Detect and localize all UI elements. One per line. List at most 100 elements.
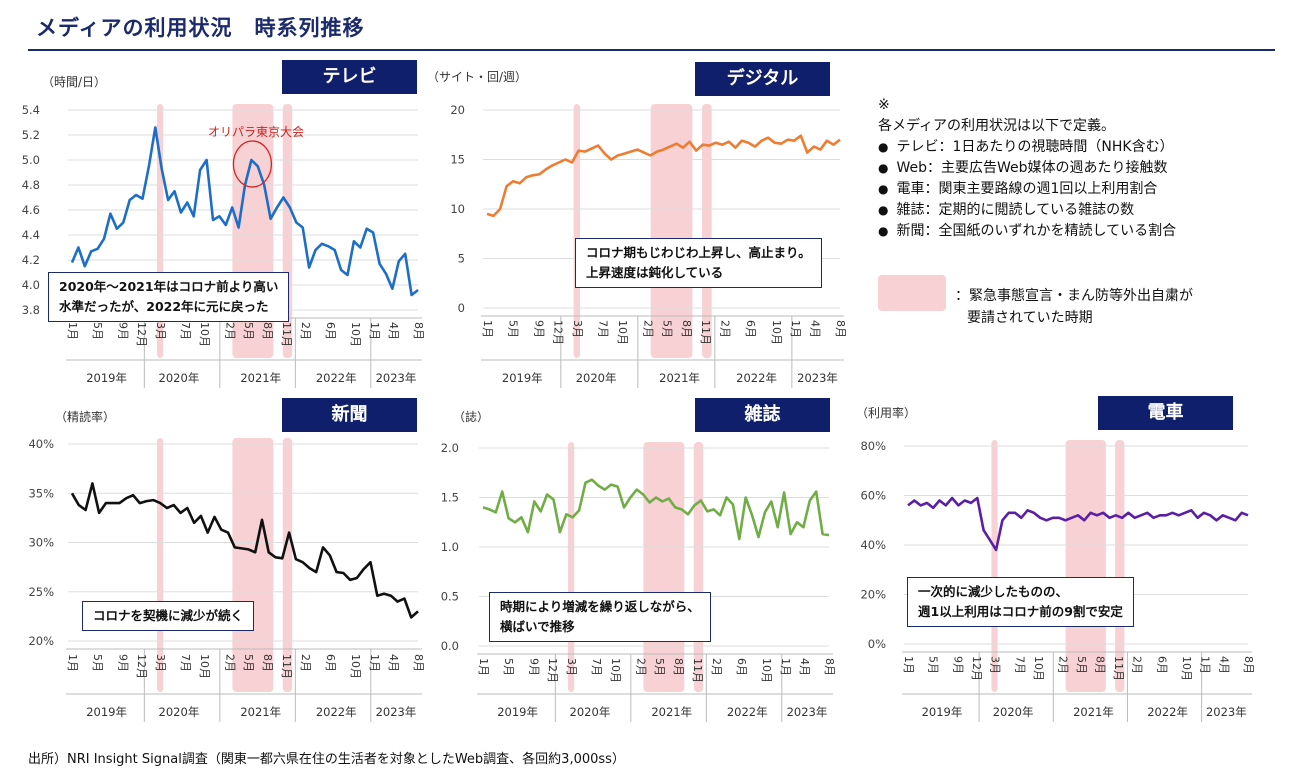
newspaper-year-label: 2021年 bbox=[240, 705, 281, 719]
magazine-x-tick-label: 5月 bbox=[653, 658, 666, 676]
train-x-tick-label: 5月 bbox=[1075, 656, 1088, 674]
tv-x-tick-label: 4月 bbox=[387, 322, 400, 340]
digital-x-tick-label: 11月 bbox=[699, 320, 712, 345]
tv-unit-label: （時間/日） bbox=[42, 75, 107, 89]
train-x-tick-label: 6月 bbox=[1155, 656, 1168, 674]
newspaper-x-tick-label: 10月 bbox=[349, 654, 362, 679]
newspaper-series-line bbox=[70, 482, 419, 619]
tv-y-tick-label: 4.4 bbox=[22, 228, 40, 242]
newspaper-x-tick-label: 3月 bbox=[154, 654, 167, 672]
train-year-label: 2019年 bbox=[922, 705, 963, 719]
magazine-x-tick-label: 7月 bbox=[590, 658, 603, 676]
tv-year-label: 2021年 bbox=[240, 371, 281, 385]
tv-x-tick-label: 2月 bbox=[299, 322, 312, 340]
tv-y-tick-label: 5.2 bbox=[22, 128, 40, 142]
digital-chart: 0 5 10 15 20 1月 5月 9月 12月 3月 7月 10月 2月 5月 8月 11月 2月 6月 10月… bbox=[450, 103, 847, 388]
digital-note-line-2: 上昇速度は鈍化している bbox=[586, 265, 724, 280]
legend-item: 雑誌：定期的に閲読している雑誌の数 bbox=[878, 200, 1176, 221]
tv-title-badge: テレビ bbox=[282, 60, 417, 94]
newspaper-x-tick-label: 8月 bbox=[412, 654, 425, 672]
digital-year-label: 2021年 bbox=[659, 371, 700, 385]
magazine-year-label: 2022年 bbox=[727, 705, 768, 719]
newspaper-year-label: 2019年 bbox=[86, 705, 127, 719]
train-x-tick-label: 2月 bbox=[1057, 656, 1070, 674]
magazine-title-badge: 雑誌 bbox=[695, 398, 830, 432]
tv-x-tick-label: 8月 bbox=[412, 322, 425, 340]
digital-year-label: 2019年 bbox=[502, 371, 543, 385]
newspaper-year-label: 2023年 bbox=[376, 705, 417, 719]
newspaper-emergency-band bbox=[282, 438, 293, 692]
train-title-badge: 電車 bbox=[1098, 396, 1233, 430]
magazine-chart-panel: （誌） 雑誌 0.0 0.5 1.0 1.5 2.0 1月 5月 9月 12月 3月 7月 10月 2月… bbox=[425, 396, 855, 736]
train-emergency-band bbox=[991, 440, 998, 692]
magazine-x-tick-label: 9月 bbox=[527, 658, 540, 676]
digital-y-tick-label: 5 bbox=[458, 252, 465, 266]
emergency-period-legend: ：緊急事態宣言・まん防等外出自粛が 要請されていた時期 bbox=[955, 285, 1193, 329]
tv-year-label: 2020年 bbox=[159, 371, 200, 385]
newspaper-chart: 20% 25% 30% 35% 40% 1月 5月 9月 12月 3月 7月 10月 2月 5月 8月 11月… bbox=[28, 437, 425, 722]
digital-y-tick-label: 10 bbox=[450, 202, 465, 216]
legend-symbol: ※ bbox=[878, 97, 890, 113]
digital-x-tick-label: 5月 bbox=[507, 320, 520, 338]
digital-title-badge: デジタル bbox=[695, 62, 830, 96]
train-y-tick-label: 60% bbox=[860, 489, 886, 503]
tv-y-tick-label: 4.6 bbox=[22, 203, 40, 217]
digital-year-label: 2023年 bbox=[797, 371, 838, 385]
legend-item: Web：主要広告Web媒体の週あたり接触数 bbox=[878, 158, 1176, 179]
train-x-tick-label: 5月 bbox=[927, 656, 940, 674]
magazine-x-tick-label: 8月 bbox=[672, 658, 685, 676]
tv-year-label: 2019年 bbox=[86, 371, 127, 385]
tv-year-label: 2022年 bbox=[316, 371, 357, 385]
magazine-x-tick-label: 1月 bbox=[477, 658, 490, 676]
train-x-tick-label: 8月 bbox=[1242, 656, 1255, 674]
train-year-label: 2022年 bbox=[1147, 705, 1188, 719]
train-emergency-band bbox=[1065, 440, 1106, 692]
legend-item: テレビ：1日あたりの視聴時間（NHK含む） bbox=[878, 137, 1176, 158]
newspaper-x-tick-label: 5月 bbox=[91, 654, 104, 672]
tv-y-tick-label: 5.4 bbox=[22, 103, 40, 117]
newspaper-x-tick-label: 1月 bbox=[66, 654, 79, 672]
emergency-period-line-2: 要請されていた時期 bbox=[967, 310, 1093, 326]
digital-x-tick-label: 10月 bbox=[616, 320, 629, 345]
digital-note-box: コロナ期もじわじわ上昇し、高止まり。 上昇速度は鈍化している bbox=[575, 238, 822, 288]
tv-year-label: 2023年 bbox=[376, 371, 417, 385]
tv-y-tick-label: 4.0 bbox=[22, 278, 40, 292]
digital-x-tick-label: 3月 bbox=[571, 320, 584, 338]
newspaper-x-tick-label: 6月 bbox=[324, 654, 337, 672]
train-year-label: 2020年 bbox=[993, 705, 1034, 719]
tv-y-tick-label: 5.0 bbox=[22, 153, 40, 167]
train-x-tick-label: 4月 bbox=[1217, 656, 1230, 674]
digital-x-tick-label: 2月 bbox=[641, 320, 654, 338]
tv-y-tick-label: 4.8 bbox=[22, 178, 40, 192]
digital-emergency-band bbox=[573, 104, 581, 358]
magazine-y-tick-label: 1.5 bbox=[441, 491, 459, 505]
magazine-x-tick-label: 8月 bbox=[823, 658, 836, 676]
newspaper-year-label: 2020年 bbox=[159, 705, 200, 719]
tv-y-tick-label: 3.8 bbox=[22, 303, 40, 317]
source-note: 出所）NRI Insight Signal調査（関東一都六県在住の生活者を対象と… bbox=[28, 752, 625, 767]
newspaper-y-tick-label: 25% bbox=[28, 585, 54, 599]
newspaper-x-tick-label: 10月 bbox=[198, 654, 211, 679]
magazine-chart: 0.0 0.5 1.0 1.5 2.0 1月 5月 9月 12月 3月 7月 10月 2月 5月 8月 11月… bbox=[441, 441, 836, 722]
tv-y-tick-label: 4.2 bbox=[22, 253, 40, 267]
digital-x-tick-label: 10月 bbox=[770, 320, 783, 345]
tv-x-tick-label: 10月 bbox=[198, 322, 211, 347]
digital-series-line bbox=[486, 134, 841, 218]
digital-x-tick-label: 1月 bbox=[789, 320, 802, 338]
train-x-tick-label: 7月 bbox=[1013, 656, 1026, 674]
legend-item: 新聞：全国紙のいずれかを精読している割合 bbox=[878, 221, 1176, 242]
tv-x-tick-label: 9月 bbox=[116, 322, 129, 340]
magazine-year-label: 2023年 bbox=[787, 705, 828, 719]
digital-x-tick-label: 8月 bbox=[680, 320, 693, 338]
emergency-period-swatch bbox=[878, 275, 946, 311]
train-x-tick-label: 10月 bbox=[1180, 656, 1193, 681]
newspaper-note-line-1: コロナを契機に減少が続く bbox=[93, 608, 244, 623]
tv-olympics-circle bbox=[232, 140, 273, 188]
train-series-line bbox=[907, 496, 1249, 552]
tv-x-tick-label: 3月 bbox=[154, 322, 167, 340]
newspaper-note-box: コロナを契機に減少が続く bbox=[82, 601, 255, 631]
magazine-x-tick-label: 10月 bbox=[609, 658, 622, 683]
train-x-tick-label: 10月 bbox=[1032, 656, 1045, 681]
train-emergency-band bbox=[1115, 440, 1125, 692]
train-note-box: 一次的に減少したものの、 週1以上利用はコロナ前の9割で安定 bbox=[907, 577, 1134, 627]
